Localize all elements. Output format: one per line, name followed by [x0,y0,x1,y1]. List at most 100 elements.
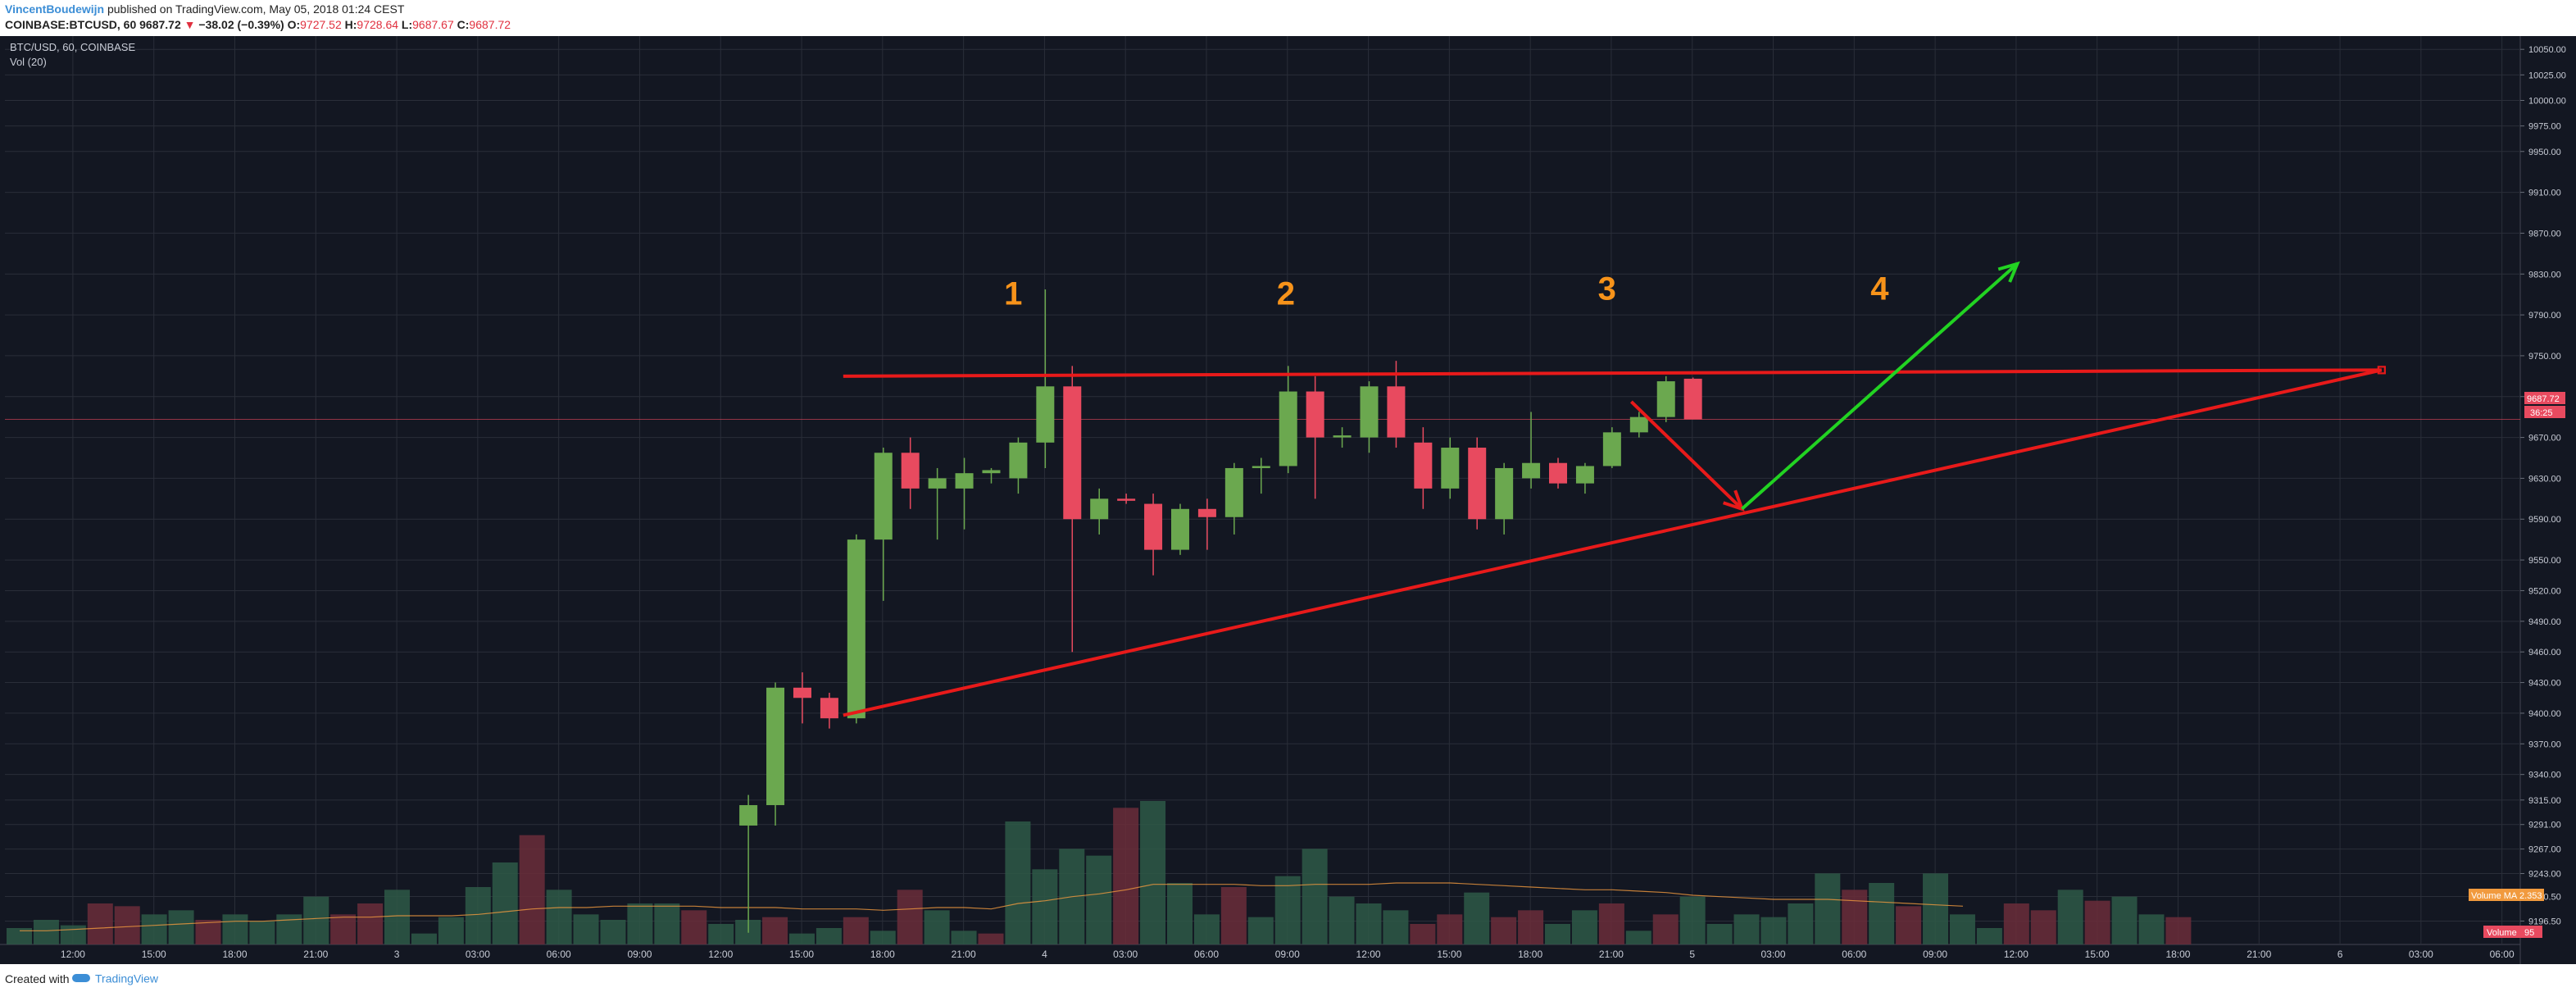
author-link[interactable]: VincentBoudewijn [5,2,105,16]
price-tick-label: 9590.00 [2528,515,2561,525]
chart-background [0,36,2576,964]
symbol-label: COINBASE:BTCUSD, 60 [5,18,137,31]
last-price-badge-text: 9687.72 [2527,394,2560,404]
price-tick-label: 9340.00 [2528,771,2561,780]
volume-bar [1625,931,1651,944]
volume-bars [7,801,2192,944]
created-with-text: Created with [5,972,70,985]
candle-body [820,698,838,719]
time-axis[interactable]: 12:00 15:00 18:00 21:00 3 03:00 06:00 09:00 12:0… [61,949,2515,960]
volume-bar [411,933,437,944]
price-tick-label: 10000.00 [2528,96,2566,106]
time-tick-label: 15:00 [1437,949,1461,960]
volume-bar [1679,896,1706,944]
volume-bar [1652,914,1679,944]
drawing-arrowhead [1997,261,2020,283]
volume-bar [2138,914,2165,944]
volume-bar [1113,808,1139,944]
volume-bar [2084,900,2110,944]
high-value: 9728.64 [357,18,399,31]
pane-symbol-label: BTC/USD, 60, COINBASE [10,41,135,53]
volume-bar [600,920,626,944]
change-value: −38.02 (−0.39%) [198,18,284,31]
wave-annotation-label: 3 [1598,271,1616,307]
price-tick-label: 9267.00 [2528,845,2561,855]
open-label: O: [287,18,301,31]
candle-body [1090,498,1109,520]
price-tick-label: 9460.00 [2528,648,2561,658]
time-tick-label: 21:00 [2247,949,2271,960]
candle-body [901,453,920,489]
price-tick-label: 9490.00 [2528,617,2561,627]
volume-bar [141,914,167,944]
volume-bar [1086,855,1112,944]
volume-bar [33,920,59,944]
volume-badge-value: 95 [2524,928,2534,938]
price-tick-label: 9950.00 [2528,148,2561,157]
candle-body [1360,386,1379,438]
candle-body [982,470,1001,474]
price-tick-label: 10050.00 [2528,45,2566,55]
last-price: 9687.72 [139,18,181,31]
volume-bar [1923,873,1949,944]
wave-annotation-label: 4 [1870,271,1889,307]
high-label: H: [344,18,357,31]
volume-bar [654,903,680,944]
volume-bar [870,931,896,944]
price-tick-label: 9291.00 [2528,821,2561,830]
tradingview-brand[interactable]: TradingView [72,971,158,985]
countdown-badge-text: 36:25 [2530,408,2553,418]
volume-bar [1896,906,1922,944]
candle-body [1306,391,1324,438]
volume-bar [1032,869,1058,944]
time-tick-label: 03:00 [466,949,490,960]
time-tick-label: 18:00 [1518,949,1542,960]
candle-body [1117,498,1136,501]
time-tick-label: 18:00 [2165,949,2190,960]
candle-body [1170,508,1189,550]
candle-body [847,539,865,719]
open-value: 9727.52 [300,18,342,31]
volume-bar [492,862,518,944]
time-tick-label: 09:00 [627,949,652,960]
candle-body [1279,391,1297,466]
change-down-icon: ▼ [184,18,196,31]
volume-bar [1329,896,1355,944]
time-tick-label: 18:00 [222,949,247,960]
volume-bar [168,910,194,944]
price-tick-label: 9550.00 [2528,556,2561,566]
candle-body [1549,462,1568,484]
trend-drawings: 1 2 3 4 [843,261,2386,717]
volume-bar [1733,914,1760,944]
price-axis[interactable]: 9196.509220.509243.009267.009291.009315.… [2520,45,2566,926]
candle-body [1063,386,1082,520]
candle-body [1575,466,1594,484]
candle-body [739,805,758,826]
chart-footer: Created with TradingView [0,964,2576,992]
candle-body [874,453,893,540]
volume-bar [2111,896,2138,944]
volume-bar [438,917,464,944]
time-tick-label: 15:00 [142,949,166,960]
volume-bar [87,903,113,944]
volume-bar [1706,924,1733,944]
time-tick-label: 06:00 [547,949,571,960]
volume-ma-line [20,882,1963,931]
candle-body [1495,467,1514,520]
volume-bar [2057,890,2083,944]
volume-bar [1410,924,1436,944]
volume-bar [2165,917,2192,944]
volume-bar [1437,914,1463,944]
volume-bar [816,928,842,944]
time-tick-label: 03:00 [1761,949,1786,960]
time-tick-label: 15:00 [789,949,814,960]
candle-body [1333,435,1352,438]
volume-bar [681,910,707,944]
price-tick-label: 9750.00 [2528,352,2561,362]
price-tick-label: 9630.00 [2528,474,2561,484]
volume-bar [1518,910,1544,944]
volume-badge-label: Volume [2487,928,2517,938]
volume-bar [627,903,653,944]
time-tick-label: 6 [2337,949,2343,960]
